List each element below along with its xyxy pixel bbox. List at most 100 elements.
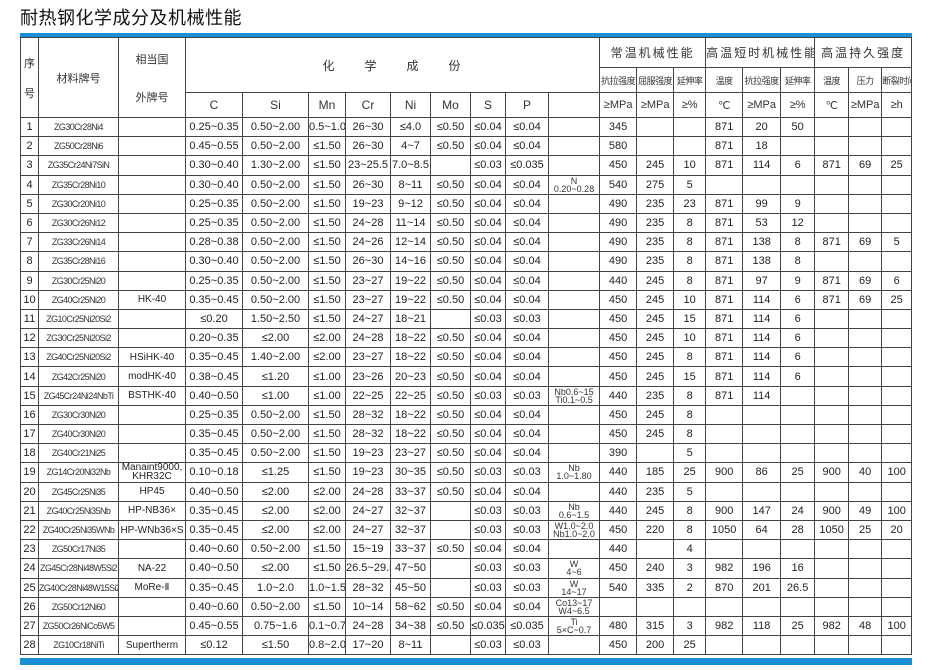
cell-tensile: 450	[599, 519, 638, 541]
cell-foreign-grade	[118, 404, 186, 426]
cell-si: 0.50~2.00	[242, 212, 309, 234]
cell-tensile	[599, 596, 638, 617]
cell-mo	[430, 155, 471, 176]
table-row: 8 ZG35Cr28Ni16 0.30~0.40 0.50~2.00 ≤1.50 26~3…	[20, 251, 913, 272]
cell-creep-pressure: 69	[848, 232, 883, 253]
cell-c: 0.40~0.50	[185, 558, 243, 579]
cell-foreign-grade: Supertherm	[118, 635, 186, 656]
cell-tensile: 450	[599, 289, 638, 310]
cell-ht-temp: 871	[705, 308, 744, 330]
cell-si: ≤2.00	[242, 328, 309, 349]
cell-ht-temp	[705, 539, 744, 560]
cell-ht-temp: 982	[705, 615, 744, 637]
cell-mo: ≤0.50	[430, 347, 471, 368]
steel-properties-table: 序 号 材料牌号 相当国 外牌号 化 学 成 份 常温机械性能 高温短时机械性能…	[20, 37, 913, 656]
cell-elongation: 8	[673, 212, 707, 234]
cell-cr: 10~14	[345, 596, 391, 617]
cell-creep-temp: 871	[814, 232, 850, 253]
cell-cr: 26~30	[345, 116, 391, 138]
table-row: 20 ZG45Cr25Ni35 HP45 0.40~0.50 ≤2.00 ≤2.00 24~…	[20, 481, 913, 502]
cell-cr: 15~19	[345, 539, 391, 560]
cell-si: 1.40~2.00	[242, 347, 309, 368]
cell-si: 0.50~2.00	[242, 423, 309, 445]
cell-material: ZG10Cr18NiTi	[38, 635, 119, 656]
cell-s: ≤0.03	[470, 462, 506, 483]
cell-creep-hours	[881, 423, 913, 445]
cell-yield: 245	[636, 404, 675, 426]
cell-material: ZG45Cr25Ni35	[38, 481, 119, 502]
cell-ht-temp	[705, 423, 744, 445]
cell-material: ZG30Cr30Ni20	[38, 404, 119, 426]
cell-creep-temp	[814, 193, 850, 214]
cell-creep-hours	[881, 251, 913, 272]
cell-s: ≤0.04	[470, 136, 506, 157]
cell-tensile: 450	[599, 404, 638, 426]
subheader-pressure: 压力	[848, 67, 883, 93]
cell-ht-elongation: 9	[780, 193, 816, 214]
cell-p: ≤0.04	[505, 539, 549, 560]
cell-creep-hours: 25	[881, 289, 913, 310]
cell-ni: 14~16	[390, 251, 431, 272]
cell-ht-tensile: 114	[742, 347, 782, 368]
table-row: 5 ZG30Cr20Ni10 0.25~0.35 0.50~2.00 ≤1.50 19~2…	[20, 193, 913, 214]
cell-s: ≤0.04	[470, 366, 506, 387]
header-foreign-top: 相当国	[135, 52, 169, 66]
cell-other: Nb 1.0~1.80	[547, 462, 601, 483]
cell-foreign-grade: HP45	[118, 481, 186, 502]
cell-ht-tensile	[742, 174, 782, 195]
cell-ht-temp: 871	[705, 116, 744, 138]
cell-creep-hours	[881, 347, 913, 368]
cell-seq: 26	[20, 596, 39, 617]
table-row: 17 ZG40Cr30Ni20 0.35~0.45 0.50~2.00 ≤1.50 28~…	[20, 423, 913, 445]
cell-creep-temp	[814, 635, 850, 656]
cell-ni: 11~14	[390, 212, 431, 234]
cell-creep-temp	[814, 577, 850, 598]
header-material: 材料牌号	[38, 37, 119, 118]
cell-s: ≤0.03	[470, 519, 506, 541]
cell-tensile: 440	[599, 500, 638, 521]
cell-ni: 7.0~8.5	[390, 155, 431, 176]
cell-ht-tensile: 114	[742, 328, 782, 349]
cell-tensile: 490	[599, 251, 638, 272]
cell-elongation	[673, 596, 707, 617]
cell-seq: 6	[20, 212, 39, 234]
cell-s: ≤0.03	[470, 308, 506, 330]
table-row: 27 ZG50Cr26NiCo5W5 0.45~0.55 0.75~1.6 0.1~0.…	[20, 615, 913, 637]
cell-ht-elongation: 8	[780, 232, 816, 253]
cell-material: ZG40Cr25Ni35WNb	[38, 519, 119, 541]
cell-si: ≤1.00	[242, 385, 309, 406]
cell-ht-temp: 871	[705, 347, 744, 368]
cell-ht-tensile	[742, 539, 782, 560]
cell-seq: 18	[20, 443, 39, 464]
cell-p: ≤0.04	[505, 232, 549, 253]
cell-creep-hours	[881, 596, 913, 617]
cell-si: ≤2.00	[242, 500, 309, 521]
cell-tensile: 490	[599, 212, 638, 234]
cell-p: ≤0.04	[505, 174, 549, 195]
cell-material: ZG40Cr25Ni35Nb	[38, 500, 119, 521]
cell-seq: 24	[20, 558, 39, 579]
cell-ni: 18~21	[390, 308, 431, 330]
cell-foreign-grade	[118, 212, 186, 234]
table-row: 21 ZG40Cr25Ni35Nb HP-NB36× 0.35~0.45 ≤2.00 ≤2…	[20, 500, 913, 521]
cell-elongation: 8	[673, 404, 707, 426]
cell-mo	[430, 519, 471, 541]
cell-creep-hours	[881, 174, 913, 195]
cell-ni: 20~23	[390, 366, 431, 387]
cell-p: ≤0.04	[505, 116, 549, 138]
cell-mn: ≤1.00	[308, 385, 346, 406]
cell-material: ZG50Cr26NiCo5W5	[38, 615, 119, 637]
cell-c: 0.35~0.45	[185, 577, 243, 598]
cell-elongation: 10	[673, 155, 707, 176]
cell-ht-tensile: 97	[742, 270, 782, 291]
cell-tensile: 450	[599, 423, 638, 445]
cell-ht-tensile: 138	[742, 251, 782, 272]
cell-c: 0.40~0.60	[185, 596, 243, 617]
cell-mo: ≤0.50	[430, 366, 471, 387]
cell-elongation: 8	[673, 232, 707, 253]
cell-foreign-grade	[118, 308, 186, 330]
cell-ht-elongation: 6	[780, 347, 816, 368]
cell-ht-tensile	[742, 423, 782, 445]
element-header-other	[547, 92, 601, 118]
cell-yield: 335	[636, 577, 675, 598]
